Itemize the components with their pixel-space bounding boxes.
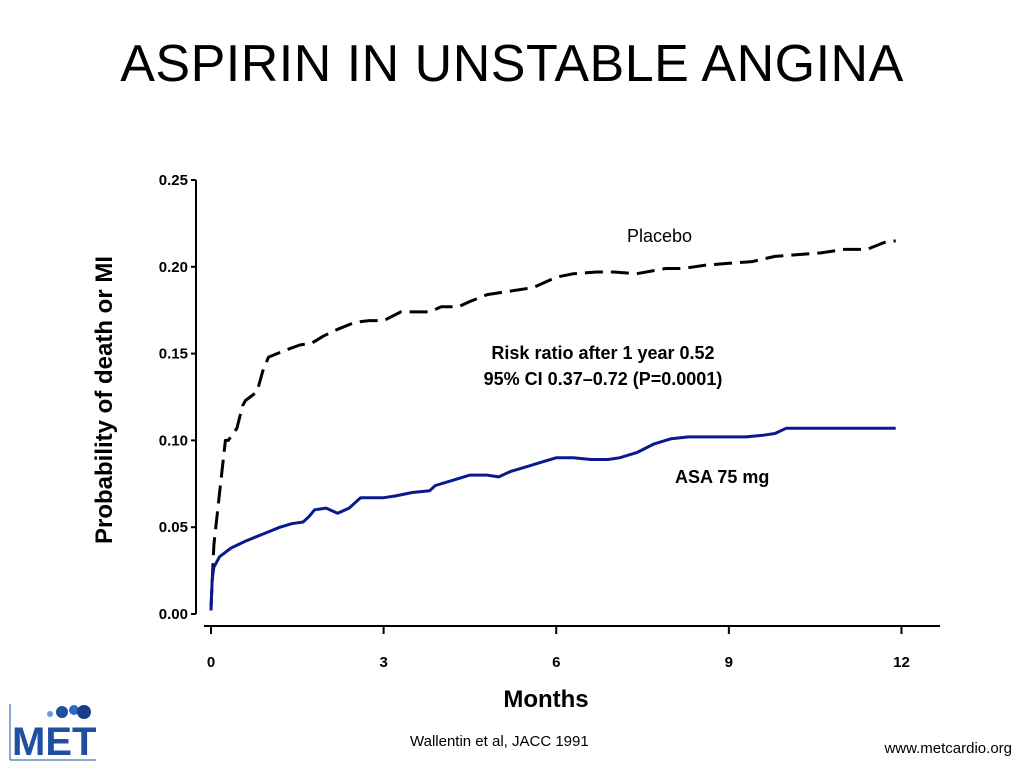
citation: Wallentin et al, JACC 1991 bbox=[410, 733, 589, 750]
asa-line bbox=[209, 426, 896, 611]
svg-text:MET: MET bbox=[12, 720, 96, 764]
x-tick-label: 9 bbox=[725, 654, 733, 671]
placebo-line bbox=[209, 239, 896, 608]
chart-axes bbox=[195, 180, 940, 627]
y-tick-label: 0.25 bbox=[159, 172, 188, 189]
y-tick-label: 0.10 bbox=[159, 432, 188, 449]
y-tick-label: 0.05 bbox=[159, 519, 188, 536]
x-tick-label: 6 bbox=[552, 654, 560, 671]
risk-ratio-line2: 95% CI 0.37–0.72 (P=0.0001) bbox=[484, 369, 723, 389]
slide-title: ASPIRIN IN UNSTABLE ANGINA bbox=[120, 35, 904, 93]
y-tick-label: 0.20 bbox=[159, 259, 188, 276]
x-axis-title: Months bbox=[503, 686, 588, 713]
y-tick-label: 0.00 bbox=[159, 606, 188, 623]
chart-lines bbox=[209, 239, 896, 611]
y-axis-title: Probability of death or MI bbox=[91, 256, 118, 544]
met-logo: MET bbox=[9, 704, 96, 764]
x-tick-label: 0 bbox=[207, 654, 215, 671]
placebo-series-label: Placebo bbox=[627, 226, 692, 246]
y-tick-label: 0.15 bbox=[159, 346, 188, 363]
x-tick-label: 12 bbox=[893, 654, 910, 671]
x-tick-label: 3 bbox=[379, 654, 387, 671]
asa-series-label: ASA 75 mg bbox=[675, 467, 769, 487]
website-link[interactable]: www.metcardio.org bbox=[884, 740, 1012, 757]
risk-ratio-line1: Risk ratio after 1 year 0.52 bbox=[491, 343, 714, 363]
chart-ticks: 0.00 0.05 0.10 0.15 0.20 0.25 0 3 6 9 12 bbox=[159, 172, 910, 671]
